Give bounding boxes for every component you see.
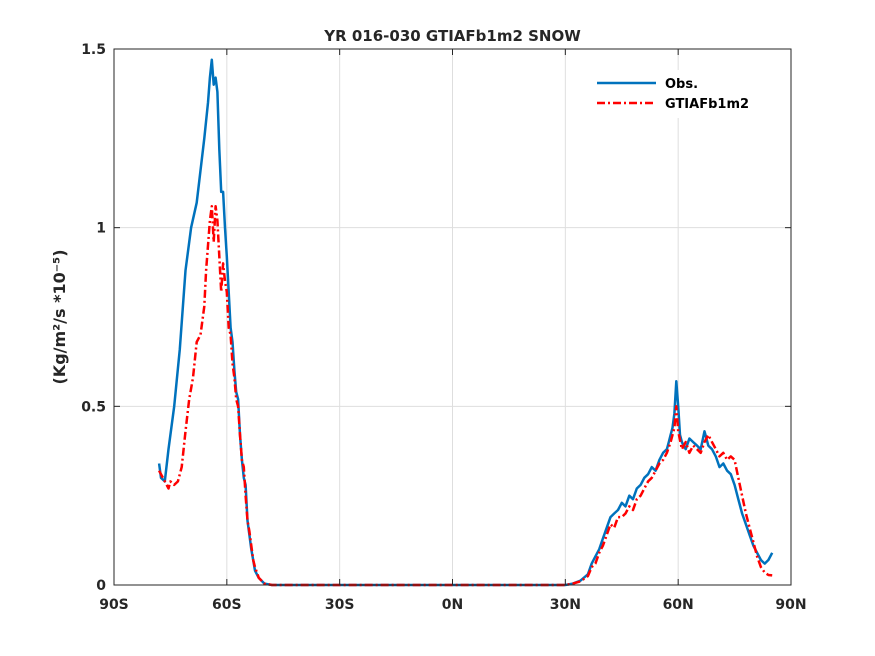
x-tick-label: 90S bbox=[99, 597, 129, 613]
legend-label: GTIAFb1m2 bbox=[665, 97, 749, 112]
x-tick-label: 30S bbox=[325, 597, 355, 613]
y-axis-label: (Kg/m²/s *10⁻⁵) bbox=[50, 249, 69, 384]
x-tick-label: 60N bbox=[663, 597, 694, 613]
series-line-obs bbox=[157, 58, 774, 587]
x-tick-label: 0N bbox=[442, 597, 463, 613]
y-tick-label: 1 bbox=[96, 221, 106, 237]
chart-title: YR 016-030 GTIAFb1m2 SNOW bbox=[323, 27, 581, 45]
axis-ticks: 90S 60S 30S 0N 30N 60N 90N 0 0.5 1 1.5 bbox=[81, 42, 806, 613]
y-tick-label: 0 bbox=[96, 578, 106, 594]
y-tick-label: 0.5 bbox=[81, 399, 106, 415]
legend-label: Obs. bbox=[665, 77, 698, 92]
series-group bbox=[157, 58, 774, 587]
series-line-gtiafb1m2 bbox=[157, 204, 773, 587]
x-tick-label: 30N bbox=[550, 597, 581, 613]
y-tick-label: 1.5 bbox=[81, 42, 106, 58]
x-tick-label: 60S bbox=[212, 597, 242, 613]
x-tick-label: 90N bbox=[775, 597, 806, 613]
legend: Obs. GTIAFb1m2 bbox=[592, 70, 782, 118]
legend-box bbox=[592, 70, 782, 118]
